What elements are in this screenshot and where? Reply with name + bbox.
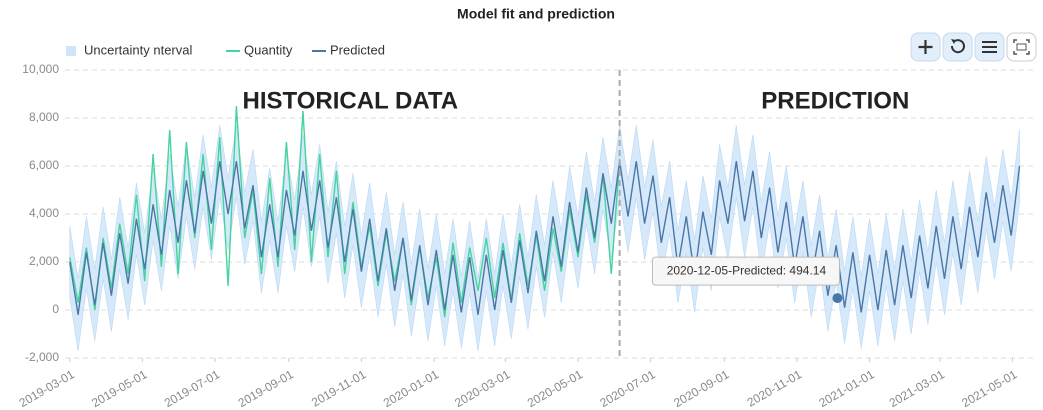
x-tick-label: 2021-03-01 <box>887 367 947 410</box>
menu-button[interactable] <box>974 32 1005 62</box>
x-tick-label: 2019-05-01 <box>89 367 149 410</box>
x-tick-label: 2019-07-01 <box>162 367 222 410</box>
y-tick-label: 8,000 <box>29 110 59 124</box>
series-line <box>69 105 621 318</box>
x-tick-label: 2021-05-01 <box>959 367 1019 410</box>
legend-label: Quantity <box>244 42 293 57</box>
tooltip-marker <box>832 293 843 304</box>
legend-label: Predicted <box>330 42 385 57</box>
x-tick-label: 2020-11-01 <box>745 367 805 410</box>
x-tick-label: 2019-11-01 <box>309 367 369 410</box>
reset-button[interactable] <box>942 32 973 62</box>
chart-title: Model fit and prediction <box>457 6 615 22</box>
toolbar <box>910 32 1037 62</box>
legend-swatch <box>66 46 76 56</box>
legend-label: Uncertainty nterval <box>84 42 192 57</box>
y-tick-label: -2,000 <box>25 350 59 364</box>
y-tick-label: 2,000 <box>29 254 59 268</box>
y-tick-label: 4,000 <box>29 206 59 220</box>
legend: Uncertainty nterval Quantity Predicted <box>66 42 385 57</box>
zoom-in-button[interactable] <box>910 32 941 62</box>
x-tick-label: 2021-01-01 <box>816 367 876 410</box>
x-tick-label: 2020-09-01 <box>671 367 731 410</box>
y-tick-label: 10,000 <box>22 62 59 76</box>
x-tick-label: 2020-05-01 <box>525 367 585 410</box>
annotation: HISTORICAL DATA <box>243 87 459 114</box>
tooltip-label: 2020-12-05-Predicted: 494.14 <box>667 263 827 277</box>
x-tick-label: 2020-07-01 <box>597 367 657 410</box>
series-line <box>69 161 1021 315</box>
y-tick-label: 0 <box>52 302 59 316</box>
x-tick-label: 2019-09-01 <box>236 367 296 410</box>
tooltip-box <box>651 256 840 286</box>
x-tick-label: 2019-03-01 <box>17 367 77 410</box>
y-tick-label: 6,000 <box>29 158 59 172</box>
x-tick-label: 2020-01-01 <box>381 367 441 410</box>
x-tick-label: 2020-03-01 <box>452 367 512 410</box>
fullscreen-button[interactable] <box>1006 32 1037 62</box>
annotation: PREDICTION <box>761 87 909 114</box>
